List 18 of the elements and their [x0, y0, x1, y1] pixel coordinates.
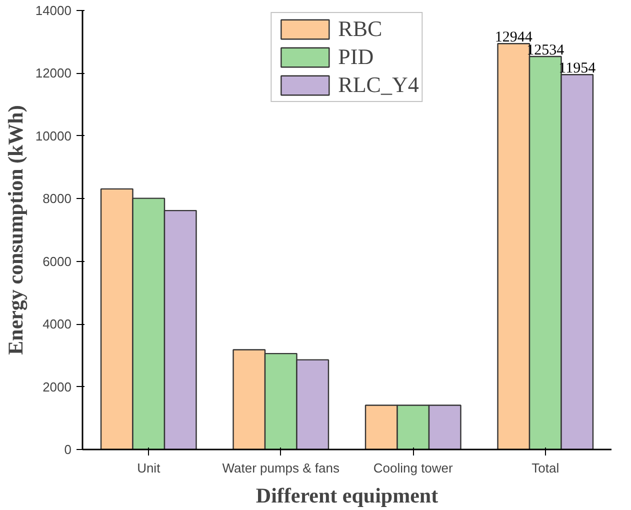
y-tick-label: 6000	[42, 254, 72, 269]
y-tick-label: 0	[64, 442, 72, 457]
x-tick-label: Cooling tower	[373, 460, 454, 476]
y-tick-label: 4000	[42, 316, 72, 332]
x-tick-label: Water pumps & fans	[222, 460, 340, 476]
x-axis-title: Different equipment	[256, 484, 438, 508]
legend-label: PID	[338, 44, 374, 70]
y-tick-label: 10000	[35, 128, 72, 144]
legend-label: RLC_Y4	[338, 72, 419, 98]
y-tick-label: 8000	[42, 191, 72, 206]
x-tick-label: Total	[532, 460, 560, 476]
data-label: 12944	[494, 30, 533, 46]
y-tick-label: 12000	[35, 66, 72, 81]
legend-label: RBC	[338, 16, 382, 42]
y-tick-label: 14000	[35, 3, 72, 18]
y-tick-label: 2000	[42, 379, 72, 394]
y-axis-title: Energy consumption (kWh)	[3, 105, 28, 355]
x-tick-label: Unit	[137, 460, 161, 476]
